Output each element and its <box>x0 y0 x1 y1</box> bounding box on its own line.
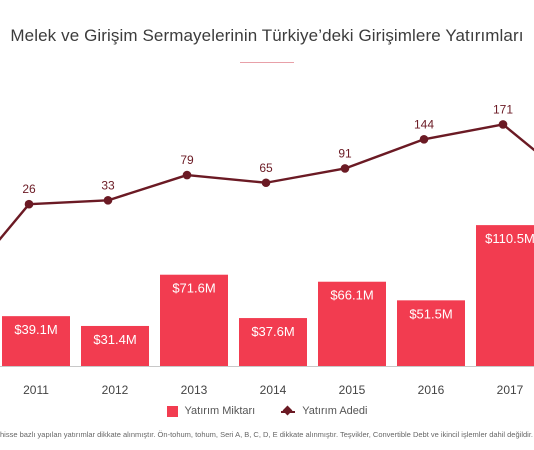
bar-2014 <box>239 318 307 366</box>
x-tick-label-2016: 2016 <box>418 383 445 397</box>
legend-line-label: Yatırım Adedi <box>302 405 368 417</box>
line-point-2014 <box>261 178 271 188</box>
x-tick-label-2014: 2014 <box>260 383 287 397</box>
line-point-2013 <box>182 170 192 180</box>
line-value-label-2016: 144 <box>414 117 434 131</box>
title-divider <box>240 62 294 63</box>
bar-value-label-2011: $39.1M <box>14 322 57 337</box>
bar-value-label-2012: $31.4M <box>93 332 136 347</box>
bar-value-label-2013: $71.6M <box>172 281 215 296</box>
line-value-label-2017: 171 <box>493 102 513 116</box>
line-value-label-2011: 26 <box>22 182 36 196</box>
line-point-2012 <box>103 196 113 205</box>
line-value-label-2012: 33 <box>101 178 115 192</box>
legend-bar-label: Yatırım Miktarı <box>184 405 256 417</box>
bar-2011 <box>2 316 70 366</box>
line-point-2016 <box>419 135 429 144</box>
line-value-label-2015: 91 <box>338 146 352 160</box>
bar-2017 <box>476 225 534 366</box>
line-value-label-2014: 65 <box>259 161 273 175</box>
x-tick-label-2017: 2017 <box>497 383 524 397</box>
line-value-label-2013: 79 <box>180 153 194 167</box>
line-point-2017 <box>498 120 508 129</box>
bar-2015 <box>318 281 386 366</box>
line-point-2015 <box>340 164 350 173</box>
chart-legend: Yatırım Miktarı Yatırım Adedi <box>0 403 534 419</box>
x-tick-label-2013: 2013 <box>181 383 208 397</box>
bar-value-label-2016: $51.5M <box>409 306 452 321</box>
bar-2016 <box>397 300 465 366</box>
bar-value-label-2017: $110.5M <box>485 231 534 246</box>
chart-footnote: hisse bazlı yapılan yatırımlar dikkate a… <box>0 430 533 439</box>
x-tick-label-2011: 2011 <box>23 383 49 397</box>
chart-title: Melek ve Girişim Sermayelerinin Türkiye’… <box>10 26 524 45</box>
bar-2013 <box>160 274 228 366</box>
x-tick-label-2012: 2012 <box>102 383 129 397</box>
series-line-yatirim-adedi <box>0 123 534 241</box>
bar-value-label-2015: $66.1M <box>330 288 373 303</box>
legend-line-swatch <box>281 406 296 417</box>
legend-bar-swatch <box>166 405 178 417</box>
legend-item-line[interactable]: Yatırım Adedi <box>281 405 367 417</box>
line-point-2011 <box>24 199 34 209</box>
legend-item-bar[interactable]: Yatırım Miktarı <box>166 405 256 417</box>
x-tick-label-2015: 2015 <box>339 383 366 397</box>
bar-value-label-2014: $37.6M <box>251 324 294 339</box>
bar-2012 <box>81 325 149 366</box>
